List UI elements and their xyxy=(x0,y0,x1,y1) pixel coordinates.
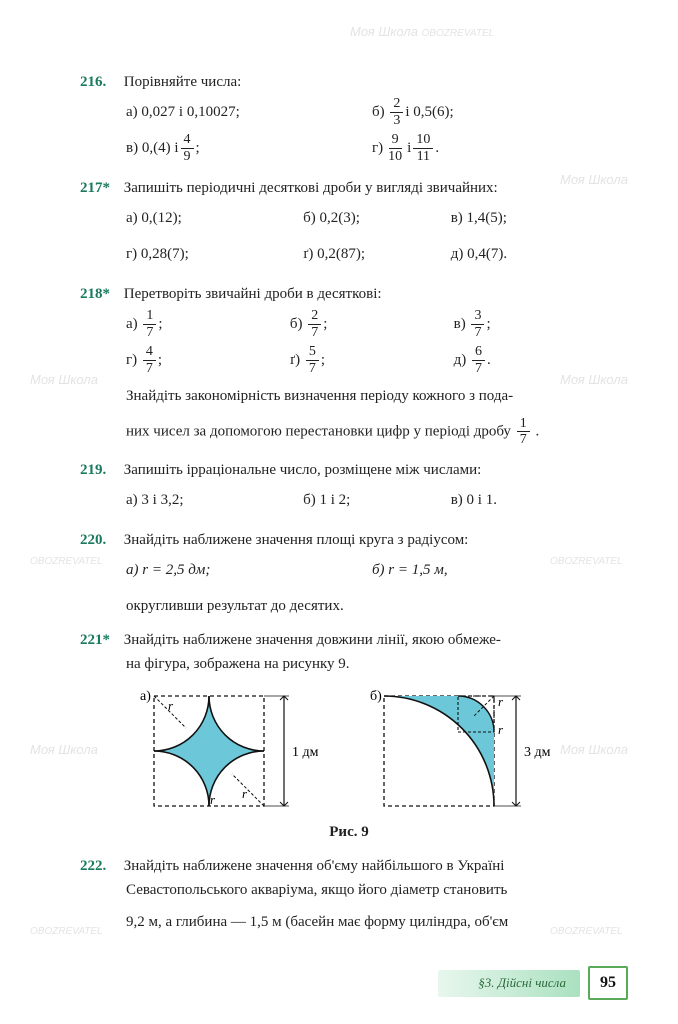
problem-216: 216. Порівняйте числа: а) 0,027 і 0,1002… xyxy=(80,70,618,166)
page-footer: §3. Дійсні числа 95 xyxy=(438,966,628,1000)
problem-number: 217 xyxy=(80,176,120,200)
problem-title: Порівняйте числа: xyxy=(124,70,617,94)
svg-text:r: r xyxy=(242,786,248,801)
problem-number: 219. xyxy=(80,458,120,482)
figure-caption: Рис. 9 xyxy=(80,820,618,844)
item: б) 27; xyxy=(290,306,454,342)
problem-number: 220. xyxy=(80,528,120,552)
problem-title: Знайдіть наближене значення довжини ліні… xyxy=(124,628,617,652)
item-v: в) 0,(4) і 49 ; xyxy=(126,130,372,166)
svg-text:1 дм: 1 дм xyxy=(292,745,319,760)
problem-222: 222. Знайдіть наближене значення об'єму … xyxy=(80,854,618,934)
item: г) 47; xyxy=(126,342,290,378)
problem-219: 219. Запишіть ірраціональне число, розмі… xyxy=(80,458,618,518)
problem-218: 218 Перетворіть звичайні дроби в десятко… xyxy=(80,282,618,448)
item: в) 1,4(5); xyxy=(451,200,615,236)
problem-title: Перетворіть звичайні дроби в десяткові: xyxy=(124,282,617,306)
line: Знайдіть наближене значення об'єму найбі… xyxy=(124,854,617,878)
line: Севастопольського акваріума, якщо його д… xyxy=(126,878,618,902)
problem-number: 222. xyxy=(80,854,120,878)
problem-number: 216. xyxy=(80,70,120,94)
item: ґ) 0,2(87); xyxy=(303,236,451,272)
item: в) 0 і 1. xyxy=(451,482,615,518)
item-b: б) 23 і 0,5(6); xyxy=(372,94,618,130)
problem-217: 217 Запишіть періодичні десяткові дроби … xyxy=(80,176,618,272)
problem-title: Знайдіть наближене значення площі круга … xyxy=(124,528,617,552)
page-number: 95 xyxy=(588,966,628,1000)
item: а) r = 2,5 дм; xyxy=(126,552,372,588)
svg-text:б): б) xyxy=(370,689,382,704)
note-line: них чисел за допомогою перестановки цифр… xyxy=(126,416,618,448)
figure-row: а) r r r xyxy=(80,686,618,816)
svg-text:3 дм: 3 дм xyxy=(524,745,551,760)
note-line: округливши результат до десятих. xyxy=(126,594,618,618)
problem-title: Запишіть періодичні десяткові дроби у ви… xyxy=(124,176,617,200)
item: а) 3 і 3,2; xyxy=(126,482,303,518)
problem-title: Запишіть ірраціональне число, розміщене … xyxy=(124,458,617,482)
svg-text:а): а) xyxy=(140,689,151,704)
item: в) 37; xyxy=(454,306,618,342)
note-line: Знайдіть закономірність визначення періо… xyxy=(126,384,618,408)
problem-221: 221 Знайдіть наближене значення довжини … xyxy=(80,628,618,844)
page-content: 216. Порівняйте числа: а) 0,027 і 0,1002… xyxy=(0,0,678,1004)
svg-text:r: r xyxy=(168,698,174,713)
item: б) 0,2(3); xyxy=(303,200,451,236)
svg-text:r: r xyxy=(498,722,504,737)
item: а) 0,(12); xyxy=(126,200,303,236)
problem-number: 221 xyxy=(80,628,120,652)
item-a: а) 0,027 і 0,10027; xyxy=(126,94,372,130)
item: г) 0,28(7); xyxy=(126,236,303,272)
item: б) r = 1,5 м, xyxy=(372,552,618,588)
item: б) 1 і 2; xyxy=(303,482,451,518)
title-cont: на фігура, зображена на рисунку 9. xyxy=(126,652,618,676)
item-g: г) 910 і 1011 . xyxy=(372,130,618,166)
section-label: §3. Дійсні числа xyxy=(438,970,580,997)
problem-220: 220. Знайдіть наближене значення площі к… xyxy=(80,528,618,618)
item: д) 0,4(7). xyxy=(451,236,615,272)
svg-text:r: r xyxy=(210,792,216,807)
figure-b: б) r r xyxy=(364,686,564,816)
item: ґ) 57; xyxy=(290,342,454,378)
line: 9,2 м, а глибина — 1,5 м (басейн має фор… xyxy=(126,910,618,934)
item: а) 17; xyxy=(126,306,290,342)
item: д) 67. xyxy=(454,342,618,378)
figure-a: а) r r r xyxy=(134,686,334,816)
problem-number: 218 xyxy=(80,282,120,306)
